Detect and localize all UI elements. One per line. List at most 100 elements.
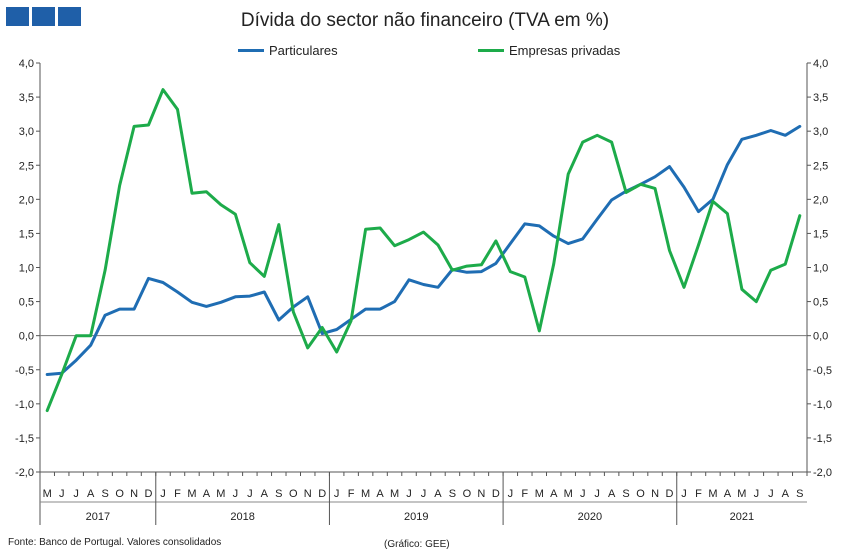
y-tick-label-left: 3,5 — [19, 92, 34, 104]
x-month-label: A — [434, 488, 442, 500]
x-month-label: O — [289, 488, 298, 500]
x-month-label: A — [376, 488, 384, 500]
x-month-label: J — [421, 488, 427, 500]
x-month-label: A — [608, 488, 616, 500]
x-month-label: J — [160, 488, 166, 500]
x-month-label: D — [145, 488, 153, 500]
x-month-label: A — [782, 488, 790, 500]
y-tick-label-right: -1,0 — [813, 399, 832, 411]
x-month-label: A — [550, 488, 558, 500]
x-month-label: M — [216, 488, 225, 500]
x-month-label: F — [174, 488, 181, 500]
x-month-label: S — [796, 488, 803, 500]
x-year-label: 2019 — [404, 511, 428, 523]
y-tick-label-left: -1,5 — [15, 433, 34, 445]
x-month-label: J — [508, 488, 514, 500]
logo-square-icon — [32, 7, 55, 26]
legend-swatch-particulares — [238, 49, 264, 52]
x-month-label: D — [666, 488, 674, 500]
x-month-label: M — [535, 488, 544, 500]
y-tick-label-left: 4,0 — [19, 58, 34, 70]
y-tick-label-left: 3,0 — [19, 126, 34, 138]
series-line-particulares — [45, 124, 802, 376]
x-month-label: N — [304, 488, 312, 500]
x-month-label: O — [636, 488, 645, 500]
y-tick-label-right: 4,0 — [813, 58, 828, 70]
x-month-label: J — [334, 488, 340, 500]
x-month-label: N — [477, 488, 485, 500]
x-month-label: M — [708, 488, 717, 500]
source-note: Fonte: Banco de Portugal. Valores consol… — [8, 537, 222, 548]
chart-credit: (Gráfico: GEE) — [384, 539, 450, 550]
y-tick-label-left: -0,5 — [15, 365, 34, 377]
x-month-label: D — [492, 488, 500, 500]
legend-swatch-empresas — [478, 49, 504, 52]
x-month-label: J — [406, 488, 412, 500]
x-year-label: 2021 — [730, 511, 754, 523]
y-tick-label-left: 0,5 — [19, 297, 34, 309]
x-month-label: J — [59, 488, 65, 500]
logo-square-icon — [6, 7, 29, 26]
x-month-label: J — [247, 488, 253, 500]
y-tick-label-right: 3,5 — [813, 92, 828, 104]
y-tick-label-left: -2,0 — [15, 467, 34, 479]
y-tick-label-right: -1,5 — [813, 433, 832, 445]
y-tick-label-left: 2,5 — [19, 160, 34, 172]
y-tick-label-right: 1,0 — [813, 263, 828, 275]
x-month-label: J — [768, 488, 774, 500]
x-month-label: J — [580, 488, 586, 500]
x-month-label: A — [724, 488, 732, 500]
y-tick-label-left: 1,0 — [19, 263, 34, 275]
y-tick-label-left: -1,0 — [15, 399, 34, 411]
x-month-label: J — [233, 488, 239, 500]
legend-label-particulares: Particulares — [269, 43, 338, 58]
logo-squares-icon — [6, 7, 81, 26]
y-tick-label-left: 1,5 — [19, 228, 34, 240]
y-tick-label-right: 0,0 — [813, 331, 828, 343]
x-month-label: M — [737, 488, 746, 500]
x-month-label: A — [261, 488, 269, 500]
x-month-label: J — [754, 488, 760, 500]
x-month-label: A — [203, 488, 211, 500]
x-month-label: J — [594, 488, 600, 500]
x-month-label: J — [681, 488, 687, 500]
y-tick-label-right: 3,0 — [813, 126, 828, 138]
y-tick-label-left: 0,0 — [19, 331, 34, 343]
x-month-label: M — [361, 488, 370, 500]
x-month-label: D — [318, 488, 326, 500]
y-tick-label-left: 2,0 — [19, 194, 34, 206]
y-tick-label-right: 2,5 — [813, 160, 828, 172]
y-tick-label-right: 0,5 — [813, 297, 828, 309]
logo-square-icon — [58, 7, 81, 26]
x-month-label: F — [695, 488, 702, 500]
y-tick-label-right: -2,0 — [813, 467, 832, 479]
y-tick-label-right: -0,5 — [813, 365, 832, 377]
x-month-label: O — [463, 488, 472, 500]
x-month-label: M — [564, 488, 573, 500]
x-month-label: S — [101, 488, 108, 500]
series-line-empresas-privadas — [45, 88, 802, 413]
x-month-label: O — [115, 488, 124, 500]
chart-title: Dívida do sector não financeiro (TVA em … — [240, 10, 610, 31]
x-month-label: F — [348, 488, 355, 500]
x-year-label: 2017 — [86, 511, 110, 523]
x-month-label: N — [651, 488, 659, 500]
x-month-label: M — [187, 488, 196, 500]
x-month-label: S — [449, 488, 456, 500]
x-month-label: S — [275, 488, 282, 500]
x-month-label: J — [73, 488, 79, 500]
legend-item-particulares: Particulares — [238, 43, 338, 58]
legend-label-empresas: Empresas privadas — [509, 43, 621, 58]
y-tick-label-right: 2,0 — [813, 194, 828, 206]
x-year-label: 2020 — [578, 511, 602, 523]
y-tick-label-right: 1,5 — [813, 228, 828, 240]
x-year-label: 2018 — [230, 511, 254, 523]
x-month-label: F — [521, 488, 528, 500]
legend-item-empresas: Empresas privadas — [478, 43, 620, 58]
x-month-label: M — [43, 488, 52, 500]
x-month-label: S — [622, 488, 629, 500]
x-month-label: M — [390, 488, 399, 500]
x-month-label: N — [130, 488, 138, 500]
chart-legend: Particulares Empresas privadas — [0, 43, 850, 63]
